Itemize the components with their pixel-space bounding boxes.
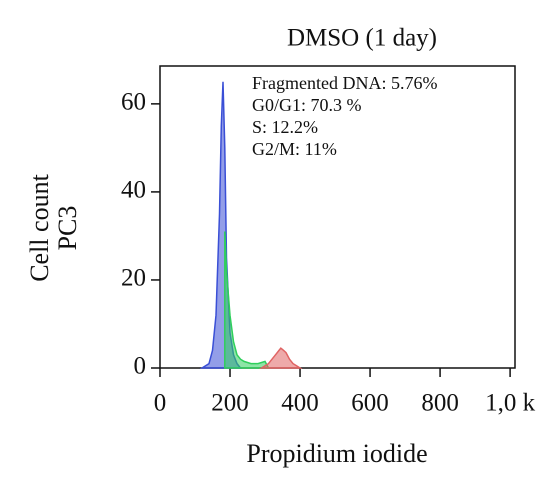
annotation: G0/G1: 70.3 % [252, 95, 362, 115]
x-tick-label: 400 [281, 390, 319, 417]
y-tick-label: 20 [121, 265, 146, 292]
area [224, 231, 270, 369]
x-tick-label: 600 [351, 390, 389, 417]
y-tick-label: 40 [121, 177, 146, 204]
y-axis-label: PC3 [53, 206, 82, 251]
y-axis-label: Cell count [25, 173, 54, 281]
x-tick-label: 200 [211, 390, 249, 417]
chart-title: DMSO (1 day) [287, 25, 437, 52]
x-axis-label: Propidium iodide [246, 439, 427, 468]
x-tick-label: 800 [421, 390, 459, 417]
area [258, 347, 303, 369]
annotation: Fragmented DNA: 5.76% [252, 73, 437, 93]
x-tick-label: 0 [154, 390, 167, 417]
annotation: G2/M: 11% [252, 139, 337, 159]
annotation: S: 12.2% [252, 117, 318, 137]
area [199, 81, 243, 369]
y-tick-label: 60 [121, 89, 146, 116]
x-tick-label: 1,0 k [485, 390, 536, 417]
plot-frame [159, 65, 516, 369]
y-tick-label: 0 [134, 353, 147, 380]
